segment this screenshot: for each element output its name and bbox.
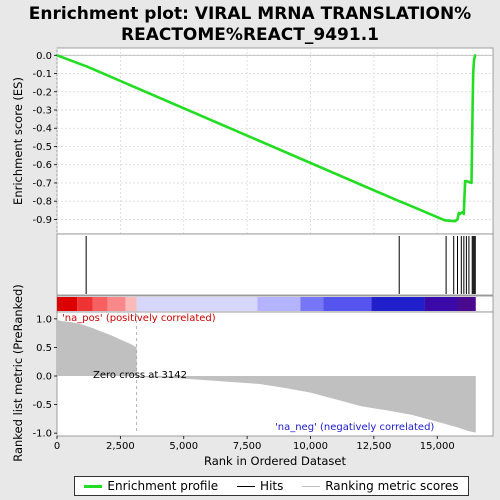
color-bar-segment [92,297,108,311]
x-tick-label: 15,000 [420,441,455,452]
legend: Enrichment profile Hits Ranking metric s… [74,476,469,496]
metric-y-tick-label: -1.0 [32,429,52,440]
x-tick-label: 7,500 [233,441,262,452]
metric-y-ticks: 1.0 0.5 0.0 -0.5 -1.0 [32,314,57,440]
x-axis-label: Rank in Ordered Dataset [204,454,347,468]
annotation-na-neg: 'na_neg' (negatively correlated) [275,422,434,433]
es-y-axis-label: Enrichment score (ES) [11,77,25,205]
hits-panel [56,233,494,296]
legend-swatch-hits [237,485,256,487]
color-bar-segment [125,297,137,311]
annotation-zero-cross: Zero cross at 3142 [93,370,187,381]
ranking-metric-area [57,320,476,433]
color-bar-segment [424,297,458,311]
x-tick-label: 12,500 [356,441,391,452]
x-tick-label: 0 [54,441,60,452]
legend-label-metric: Ranking metric scores [325,479,459,493]
legend-item-metric: Ranking metric scores [302,479,459,493]
color-bar-segment [107,297,126,311]
es-y-tick-label: -0.7 [32,178,52,189]
color-bar-segment [57,297,78,311]
color-bar-segment [457,297,476,311]
chart-title-line-1: Enrichment plot: VIRAL MRNA TRANSLATION% [29,4,471,24]
metric-layer [57,314,476,434]
legend-item-enrichment: Enrichment profile [84,479,218,493]
color-bar-segment [136,297,258,311]
chart-title-line-2: REACTOME%REACT_9491.1 [121,25,379,45]
es-y-tick-label: -0.9 [32,215,52,226]
x-tick-label: 10,000 [293,441,328,452]
annotation-na-pos: 'na_pos' (positively correlated) [62,313,216,324]
es-grid [56,48,493,234]
es-y-tick-label: -0.6 [32,160,52,171]
legend-swatch-enrichment [84,484,103,488]
legend-label-enrichment: Enrichment profile [107,479,219,493]
metric-y-tick-label: 0.5 [36,343,52,354]
es-y-tick-label: -0.8 [32,197,52,208]
es-y-ticks: 0.0 -0.1 -0.2 -0.3 -0.4 -0.5 -0.6 -0.7 -0.8 -0.9 [32,51,57,226]
x-axis-ticks: 0 2,500 5,000 7,500 10,000 12,500 15,000 [54,436,455,452]
legend-label-hits: Hits [260,479,284,493]
color-bar-segment [300,297,324,311]
hits-layer [85,236,476,294]
metric-y-tick-label: 1.0 [36,314,52,325]
color-bar-segment [257,297,301,311]
color-bar-segment [323,297,372,311]
es-y-tick-label: 0.0 [36,51,52,62]
metric-y-tick-label: -0.5 [32,400,52,411]
x-tick-label: 2,500 [106,441,135,452]
metric-y-tick-label: 0.0 [36,372,52,383]
es-y-tick-label: -0.4 [32,124,52,135]
enrichment-profile-line [56,53,477,223]
legend-item-hits: Hits [237,479,283,493]
es-y-tick-label: -0.2 [32,87,52,98]
es-y-tick-label: -0.1 [32,69,52,80]
es-y-tick-label: -0.3 [32,106,52,117]
color-bar-segment [371,297,425,311]
es-panel [56,47,494,235]
metric-y-axis-label: Ranked list metric (PreRanked) [11,284,25,462]
legend-swatch-metric [302,485,321,487]
x-tick-label: 5,000 [169,441,198,452]
enrichment-profile-layer [56,53,493,223]
color-bar-segment [77,297,93,311]
color-bar [57,297,476,311]
es-y-tick-label: -0.5 [32,142,52,153]
